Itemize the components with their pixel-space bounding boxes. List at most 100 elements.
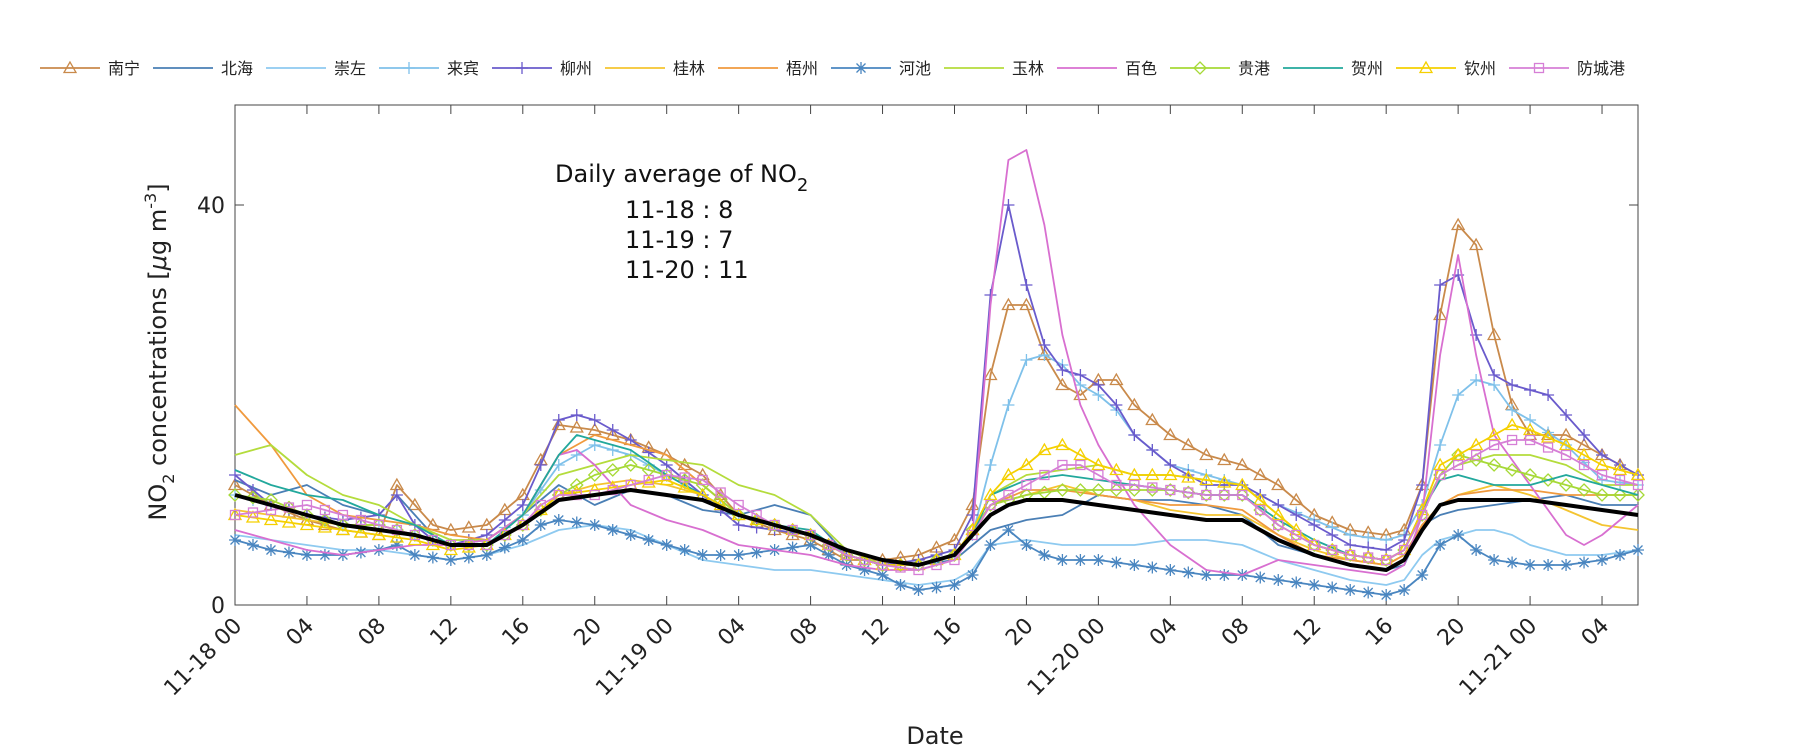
annotation-line: 11-19 : 7 bbox=[625, 226, 733, 254]
data-point bbox=[1201, 489, 1212, 501]
data-point bbox=[1020, 279, 1033, 291]
data-point bbox=[623, 458, 638, 472]
data-point bbox=[1505, 463, 1520, 477]
legend-item: 来宾 bbox=[379, 59, 479, 78]
data-point bbox=[1163, 427, 1178, 441]
data-point bbox=[246, 484, 259, 496]
chart-legend: 南宁 北海 崇左 来宾 柳州 桂林 梧州 河池 玉林 百色 贵港 贺州 钦州 防城港 bbox=[40, 59, 1625, 78]
data-point bbox=[1524, 559, 1537, 571]
data-point bbox=[1002, 199, 1015, 211]
data-point bbox=[1613, 488, 1627, 502]
x-tick-label: 16 bbox=[929, 614, 966, 651]
data-point bbox=[1092, 554, 1105, 566]
data-point bbox=[1308, 579, 1321, 591]
data-point bbox=[1255, 504, 1266, 516]
data-point bbox=[715, 487, 726, 498]
data-point bbox=[984, 539, 997, 551]
data-point bbox=[624, 529, 637, 541]
data-point bbox=[1486, 427, 1502, 441]
series-0 bbox=[227, 217, 1646, 566]
data-point bbox=[1075, 459, 1086, 471]
legend-label: 北海 bbox=[221, 59, 253, 78]
series-line bbox=[234, 204, 1639, 566]
data-point bbox=[876, 569, 889, 581]
data-point bbox=[1560, 449, 1572, 461]
data-point bbox=[1074, 369, 1087, 381]
x-tick-label: 11-19 00 bbox=[591, 614, 679, 702]
data-point bbox=[1578, 429, 1591, 441]
data-point bbox=[389, 530, 405, 543]
legend-label: 桂林 bbox=[673, 59, 705, 78]
data-point bbox=[1145, 412, 1160, 426]
data-point bbox=[1506, 404, 1519, 416]
data-point bbox=[301, 499, 313, 511]
data-point bbox=[1020, 354, 1033, 366]
series-7 bbox=[229, 514, 1644, 601]
data-point bbox=[552, 414, 565, 426]
data-point bbox=[624, 434, 637, 446]
data-point bbox=[1559, 478, 1573, 492]
data-point bbox=[229, 469, 241, 481]
data-point bbox=[1109, 462, 1124, 476]
x-tick-label: 08 bbox=[1217, 614, 1254, 651]
data-point bbox=[1522, 422, 1538, 436]
x-tick-label: 04 bbox=[1145, 614, 1182, 651]
data-point bbox=[1470, 374, 1483, 386]
data-point bbox=[786, 541, 799, 554]
data-point bbox=[1093, 469, 1104, 481]
data-point bbox=[1237, 489, 1248, 501]
data-point bbox=[1506, 556, 1519, 569]
annotation-title: Daily average of NO2 bbox=[555, 160, 808, 196]
data-point bbox=[1290, 509, 1303, 521]
data-point bbox=[516, 499, 529, 511]
data-point bbox=[1344, 584, 1357, 596]
x-tick-label: 04 bbox=[282, 614, 319, 651]
data-point bbox=[804, 539, 817, 551]
data-point bbox=[912, 584, 925, 596]
data-point bbox=[1577, 483, 1591, 497]
data-point bbox=[643, 474, 654, 486]
data-point bbox=[1434, 539, 1447, 551]
data-point bbox=[1594, 457, 1610, 471]
daily-average-annotation: Daily average of NO2 11-18 : 8 11-19 : 7… bbox=[555, 160, 808, 284]
x-tick-label: 08 bbox=[785, 614, 822, 651]
data-point bbox=[569, 420, 584, 433]
data-point bbox=[390, 489, 403, 501]
data-point bbox=[606, 524, 619, 536]
data-point bbox=[1291, 529, 1302, 541]
data-point bbox=[1452, 459, 1464, 471]
data-point bbox=[1219, 489, 1230, 501]
x-axis-label: Date bbox=[906, 722, 963, 750]
data-point bbox=[1468, 237, 1484, 251]
legend-item: 贵港 bbox=[1170, 59, 1270, 78]
data-point bbox=[1253, 467, 1268, 481]
data-point bbox=[62, 60, 78, 74]
data-point bbox=[1380, 589, 1393, 601]
x-tick-label: 20 bbox=[1433, 614, 1470, 651]
data-point bbox=[714, 549, 727, 561]
data-point bbox=[1398, 584, 1411, 596]
data-point bbox=[1021, 479, 1032, 491]
data-point bbox=[1199, 472, 1214, 486]
data-point bbox=[1002, 399, 1015, 411]
x-tick-label: 11-20 00 bbox=[1023, 614, 1111, 702]
data-point bbox=[570, 409, 583, 421]
legend-label: 河池 bbox=[899, 59, 931, 78]
data-point bbox=[1451, 447, 1466, 461]
data-point bbox=[1542, 389, 1555, 401]
data-point bbox=[534, 519, 547, 531]
data-point bbox=[246, 539, 259, 551]
data-point bbox=[1038, 339, 1051, 351]
data-point bbox=[1612, 462, 1628, 476]
data-point bbox=[426, 551, 439, 564]
data-point bbox=[858, 564, 871, 576]
data-point bbox=[696, 549, 709, 561]
data-point bbox=[1417, 509, 1428, 521]
legend-item: 柳州 bbox=[492, 59, 592, 78]
data-point bbox=[407, 497, 422, 511]
data-point bbox=[1146, 444, 1159, 456]
data-point bbox=[1181, 437, 1196, 451]
data-point bbox=[247, 507, 259, 518]
